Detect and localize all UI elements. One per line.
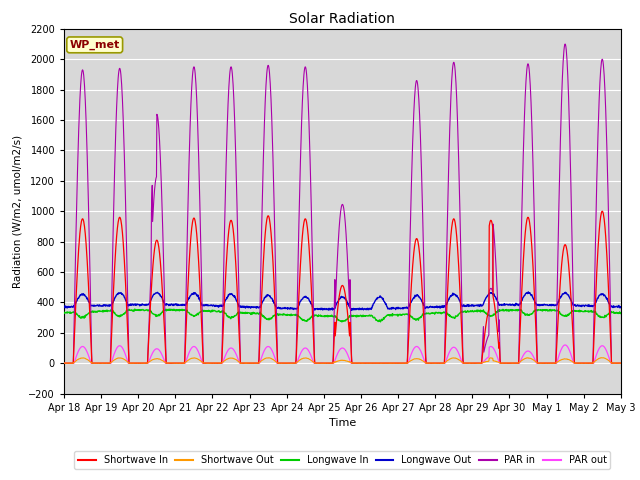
Title: Solar Radiation: Solar Radiation	[289, 12, 396, 26]
Legend: Shortwave In, Shortwave Out, Longwave In, Longwave Out, PAR in, PAR out: Shortwave In, Shortwave Out, Longwave In…	[74, 451, 611, 469]
Text: WP_met: WP_met	[70, 40, 120, 50]
Y-axis label: Radiation (W/m2, umol/m2/s): Radiation (W/m2, umol/m2/s)	[13, 134, 23, 288]
X-axis label: Time: Time	[329, 418, 356, 428]
